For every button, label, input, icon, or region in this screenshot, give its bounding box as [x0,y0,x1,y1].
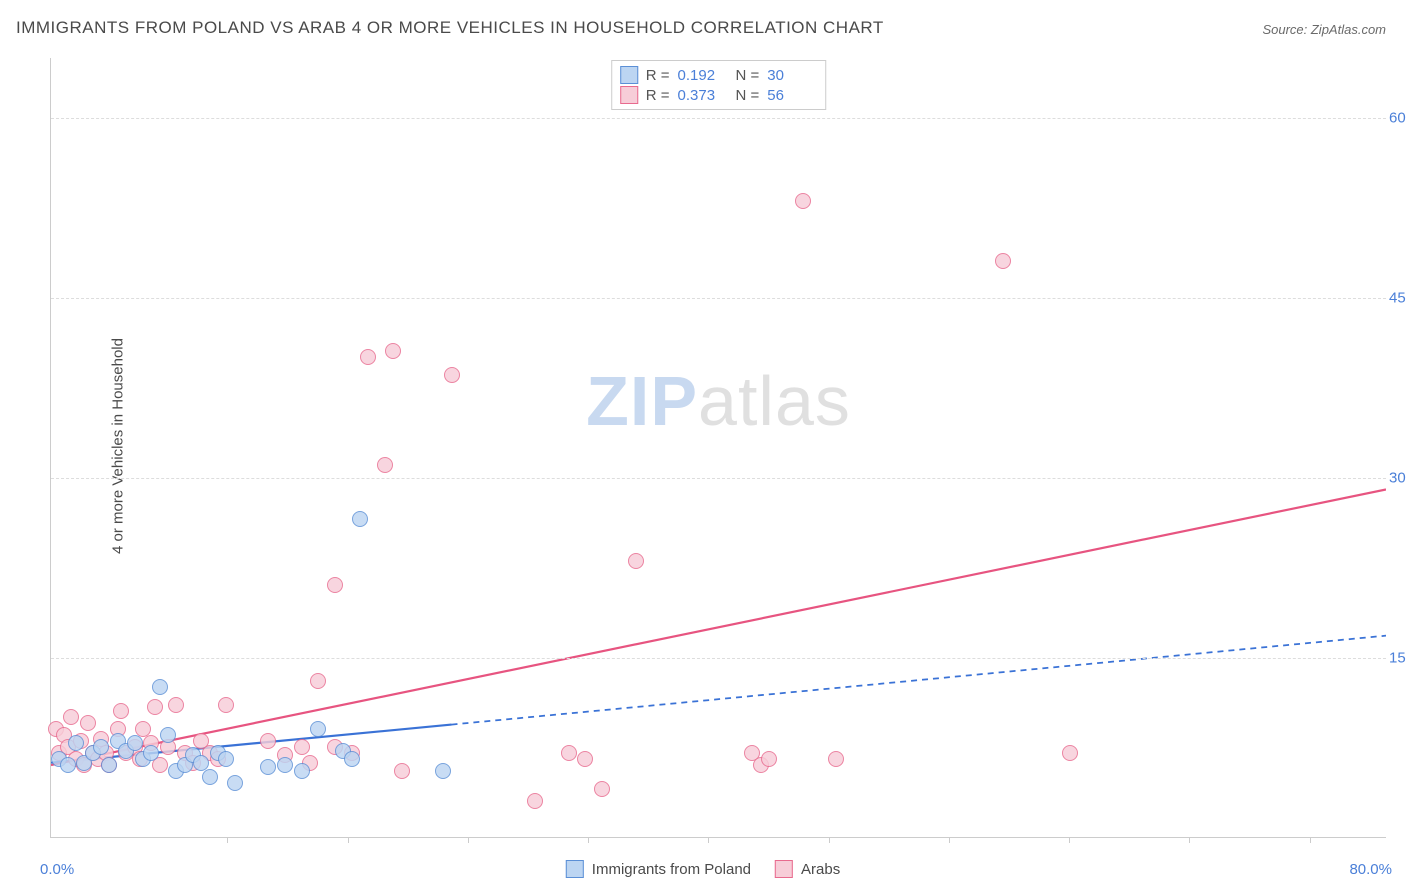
scatter-point [360,349,376,365]
scatter-point [113,703,129,719]
scatter-point [385,343,401,359]
x-tick [588,837,589,843]
plot-area: ZIPatlas R =0.192N =30R =0.373N =56 15.0… [50,58,1386,838]
scatter-point [143,745,159,761]
series-legend-item: Immigrants from Poland [566,860,751,878]
scatter-point [218,751,234,767]
scatter-point [63,709,79,725]
stats-r-value: 0.192 [678,67,728,84]
gridline [51,478,1386,479]
scatter-point [277,757,293,773]
legend-swatch [620,86,638,104]
stats-n-value: 56 [767,87,817,104]
x-tick [1189,837,1190,843]
x-tick [468,837,469,843]
stats-n-label: N = [736,87,760,104]
stats-r-label: R = [646,67,670,84]
scatter-point [152,679,168,695]
legend-swatch [775,860,793,878]
scatter-point [377,457,393,473]
scatter-point [127,735,143,751]
x-axis-min-label: 0.0% [40,861,74,878]
series-legend-label: Arabs [801,861,840,878]
y-tick-label: 60.0% [1389,110,1406,127]
series-legend: Immigrants from Poland Arabs [566,860,840,878]
scatter-point [101,757,117,773]
trend-line-solid [51,489,1386,765]
scatter-point [218,697,234,713]
scatter-point [260,733,276,749]
scatter-point [294,763,310,779]
scatter-point [202,769,218,785]
scatter-point [160,727,176,743]
scatter-point [93,739,109,755]
x-tick [949,837,950,843]
scatter-point [344,751,360,767]
scatter-point [310,721,326,737]
scatter-point [147,699,163,715]
trend-line-dashed [452,636,1387,725]
x-tick [1310,837,1311,843]
x-axis-max-label: 80.0% [1349,861,1392,878]
scatter-point [327,577,343,593]
scatter-point [227,775,243,791]
scatter-point [310,673,326,689]
stats-n-label: N = [736,67,760,84]
scatter-point [294,739,310,755]
x-tick [348,837,349,843]
x-tick [1069,837,1070,843]
scatter-point [68,735,84,751]
gridline [51,658,1386,659]
stats-legend-row: R = 0.192 N = 30 [620,65,818,85]
series-legend-item: Arabs [775,860,840,878]
gridline [51,298,1386,299]
stats-r-value: 0.373 [678,87,728,104]
scatter-point [1062,745,1078,761]
legend-swatch [620,66,638,84]
source-label: Source: ZipAtlas.com [1262,22,1386,37]
y-tick-label: 30.0% [1389,470,1406,487]
scatter-point [60,757,76,773]
scatter-point [260,759,276,775]
scatter-point [435,763,451,779]
scatter-point [394,763,410,779]
stats-r-label: R = [646,87,670,104]
scatter-point [577,751,593,767]
scatter-point [527,793,543,809]
scatter-point [80,715,96,731]
scatter-point [352,511,368,527]
scatter-point [594,781,610,797]
chart-title: IMMIGRANTS FROM POLAND VS ARAB 4 OR MORE… [16,18,884,38]
stats-legend-row: R = 0.373 N = 56 [620,85,818,105]
watermark-atlas: atlas [698,362,851,440]
scatter-point [168,697,184,713]
scatter-point [628,553,644,569]
scatter-point [561,745,577,761]
x-tick [829,837,830,843]
trend-lines-svg [51,58,1386,837]
scatter-point [995,253,1011,269]
scatter-point [444,367,460,383]
stats-n-value: 30 [767,67,817,84]
stats-legend: R = 0.192 N = 30 R = 0.373 N = 56 [611,60,827,110]
watermark-zip: ZIP [586,362,698,440]
scatter-point [828,751,844,767]
watermark: ZIPatlas [586,361,851,441]
scatter-point [761,751,777,767]
scatter-point [135,721,151,737]
x-tick [708,837,709,843]
scatter-point [795,193,811,209]
y-tick-label: 15.0% [1389,650,1406,667]
legend-swatch [566,860,584,878]
y-tick-label: 45.0% [1389,290,1406,307]
x-tick [227,837,228,843]
gridline [51,118,1386,119]
series-legend-label: Immigrants from Poland [592,861,751,878]
